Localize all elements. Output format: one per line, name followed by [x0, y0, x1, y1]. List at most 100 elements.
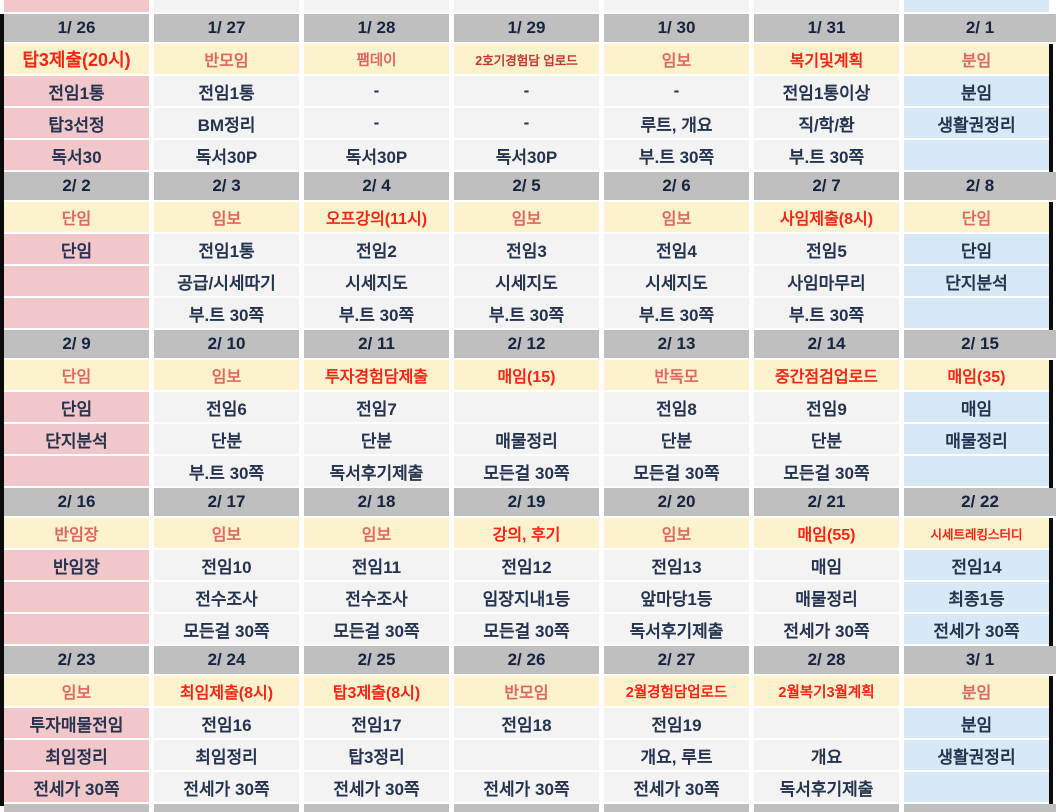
task-cell[interactable]	[4, 582, 149, 612]
task-cell[interactable]: 매임	[754, 550, 899, 580]
task-cell[interactable]: 단임	[4, 234, 149, 264]
task-cell[interactable]: 분임	[904, 76, 1049, 106]
event-title-cell[interactable]: 팸데이	[304, 44, 449, 74]
date-cell[interactable]: 1/ 29	[454, 14, 599, 42]
date-cell[interactable]: 2/ 10	[154, 330, 299, 358]
date-cell[interactable]: 2/ 18	[304, 488, 449, 516]
date-cell[interactable]: 2/ 25	[304, 646, 449, 674]
task-cell[interactable]: 모든걸 30쪽	[604, 456, 749, 486]
task-cell[interactable]: 전임1통이상	[754, 76, 899, 106]
event-title-cell[interactable]: 2월복기3월계획	[754, 676, 899, 706]
task-cell[interactable]: 사임마무리	[754, 266, 899, 296]
task-cell[interactable]: 독서30P	[454, 140, 599, 170]
task-cell[interactable]: 부.트 30쪽	[454, 298, 599, 328]
task-cell[interactable]: 매물정리	[754, 582, 899, 612]
event-title-cell[interactable]: 복기및계획	[754, 44, 899, 74]
task-cell[interactable]	[4, 456, 149, 486]
task-cell[interactable]: 전임3	[454, 234, 599, 264]
date-cell[interactable]: 2/ 28	[754, 646, 899, 674]
task-cell[interactable]: 전임7	[304, 392, 449, 422]
task-cell[interactable]: 공급/시세따기	[154, 266, 299, 296]
task-cell[interactable]: 개요, 루트	[604, 740, 749, 770]
date-cell[interactable]: 2/ 4	[304, 172, 449, 200]
event-title-cell[interactable]: 임보	[4, 676, 149, 706]
task-cell[interactable]: 최임정리	[154, 740, 299, 770]
task-cell[interactable]: 탑3정리	[304, 740, 449, 770]
date-cell[interactable]: 2/ 7	[754, 172, 899, 200]
task-cell[interactable]: 매물정리	[454, 424, 599, 454]
task-cell[interactable]: -	[304, 76, 449, 106]
event-title-cell[interactable]: 사임제출(8시)	[754, 202, 899, 232]
task-cell[interactable]	[454, 392, 599, 422]
event-title-cell[interactable]: 반모임	[454, 676, 599, 706]
event-title-cell[interactable]: 임보	[454, 202, 599, 232]
event-title-cell[interactable]: 탑3제출(20시)	[4, 44, 149, 74]
task-cell[interactable]: 전세가 30쪽	[304, 772, 449, 802]
event-title-cell[interactable]: 임보	[154, 202, 299, 232]
task-cell[interactable]: 최종1등	[904, 582, 1049, 612]
event-title-cell[interactable]: 매임(35)	[904, 360, 1049, 390]
date-cell[interactable]: 2/ 26	[454, 646, 599, 674]
task-cell[interactable]: 전수조사	[304, 582, 449, 612]
task-cell[interactable]: 모든걸 30쪽	[454, 614, 599, 644]
task-cell[interactable]: 개요	[754, 740, 899, 770]
task-cell[interactable]: 단분	[304, 424, 449, 454]
event-title-cell[interactable]: 최임제출(8시)	[154, 676, 299, 706]
date-cell[interactable]: 1/ 27	[154, 14, 299, 42]
task-cell[interactable]: 전임13	[604, 550, 749, 580]
task-cell[interactable]	[904, 772, 1049, 802]
task-cell[interactable]: 전임5	[754, 234, 899, 264]
task-cell[interactable]: 반임장	[4, 550, 149, 580]
date-cell[interactable]: 2/ 12	[454, 330, 599, 358]
event-title-cell[interactable]: 시세트레킹스터디	[904, 518, 1049, 548]
date-cell[interactable]: 2/ 16	[4, 488, 149, 516]
task-cell[interactable]: 독서후기제출	[604, 614, 749, 644]
task-cell[interactable]: 전임8	[604, 392, 749, 422]
date-cell[interactable]: 2/ 22	[904, 488, 1056, 516]
task-cell[interactable]: 부.트 30쪽	[304, 298, 449, 328]
date-cell[interactable]: 2/ 21	[754, 488, 899, 516]
task-cell[interactable]: 모든걸 30쪽	[154, 614, 299, 644]
event-title-cell[interactable]: 매임(55)	[754, 518, 899, 548]
task-cell[interactable]: 모든걸 30쪽	[754, 456, 899, 486]
task-cell[interactable]: 단분	[754, 424, 899, 454]
date-cell[interactable]: 1/ 31	[754, 14, 899, 42]
task-cell[interactable]: 전임4	[604, 234, 749, 264]
date-cell[interactable]: 2/ 24	[154, 646, 299, 674]
date-cell[interactable]: 2/ 5	[454, 172, 599, 200]
task-cell[interactable]: 단임	[4, 392, 149, 422]
event-title-cell[interactable]: 임보	[154, 518, 299, 548]
task-cell[interactable]: 부.트 30쪽	[604, 140, 749, 170]
task-cell[interactable]: 단지분석	[904, 266, 1049, 296]
event-title-cell[interactable]: 오프강의(11시)	[304, 202, 449, 232]
task-cell[interactable]: 전임16	[154, 708, 299, 738]
event-title-cell[interactable]: 임보	[604, 202, 749, 232]
date-cell[interactable]: 2/ 6	[604, 172, 749, 200]
task-cell[interactable]: 전임14	[904, 550, 1049, 580]
task-cell[interactable]: 최임정리	[4, 740, 149, 770]
task-cell[interactable]: 전세가 30쪽	[604, 772, 749, 802]
task-cell[interactable]: 전임1통	[154, 76, 299, 106]
task-cell[interactable]: BM정리	[154, 108, 299, 138]
event-title-cell[interactable]: 투자경험담제출	[304, 360, 449, 390]
task-cell[interactable]: 시세지도	[454, 266, 599, 296]
date-cell[interactable]: 2/ 11	[304, 330, 449, 358]
task-cell[interactable]	[4, 298, 149, 328]
task-cell[interactable]: 부.트 30쪽	[154, 456, 299, 486]
task-cell[interactable]: 단임	[904, 234, 1049, 264]
task-cell[interactable]: 시세지도	[304, 266, 449, 296]
task-cell[interactable]: 전임19	[604, 708, 749, 738]
task-cell[interactable]: 부.트 30쪽	[604, 298, 749, 328]
task-cell[interactable]: 전세가 30쪽	[154, 772, 299, 802]
date-cell[interactable]: 1/ 26	[4, 14, 149, 42]
date-cell[interactable]: 2/ 27	[604, 646, 749, 674]
date-cell[interactable]: 2/ 13	[604, 330, 749, 358]
event-title-cell[interactable]: 반임장	[4, 518, 149, 548]
task-cell[interactable]: -	[454, 108, 599, 138]
task-cell[interactable]: 모든걸 30쪽	[304, 614, 449, 644]
event-title-cell[interactable]: 중간점검업로드	[754, 360, 899, 390]
task-cell[interactable]: 부.트 30쪽	[754, 140, 899, 170]
task-cell[interactable]: 전세가 30쪽	[454, 772, 599, 802]
task-cell[interactable]: -	[454, 76, 599, 106]
task-cell[interactable]	[454, 740, 599, 770]
